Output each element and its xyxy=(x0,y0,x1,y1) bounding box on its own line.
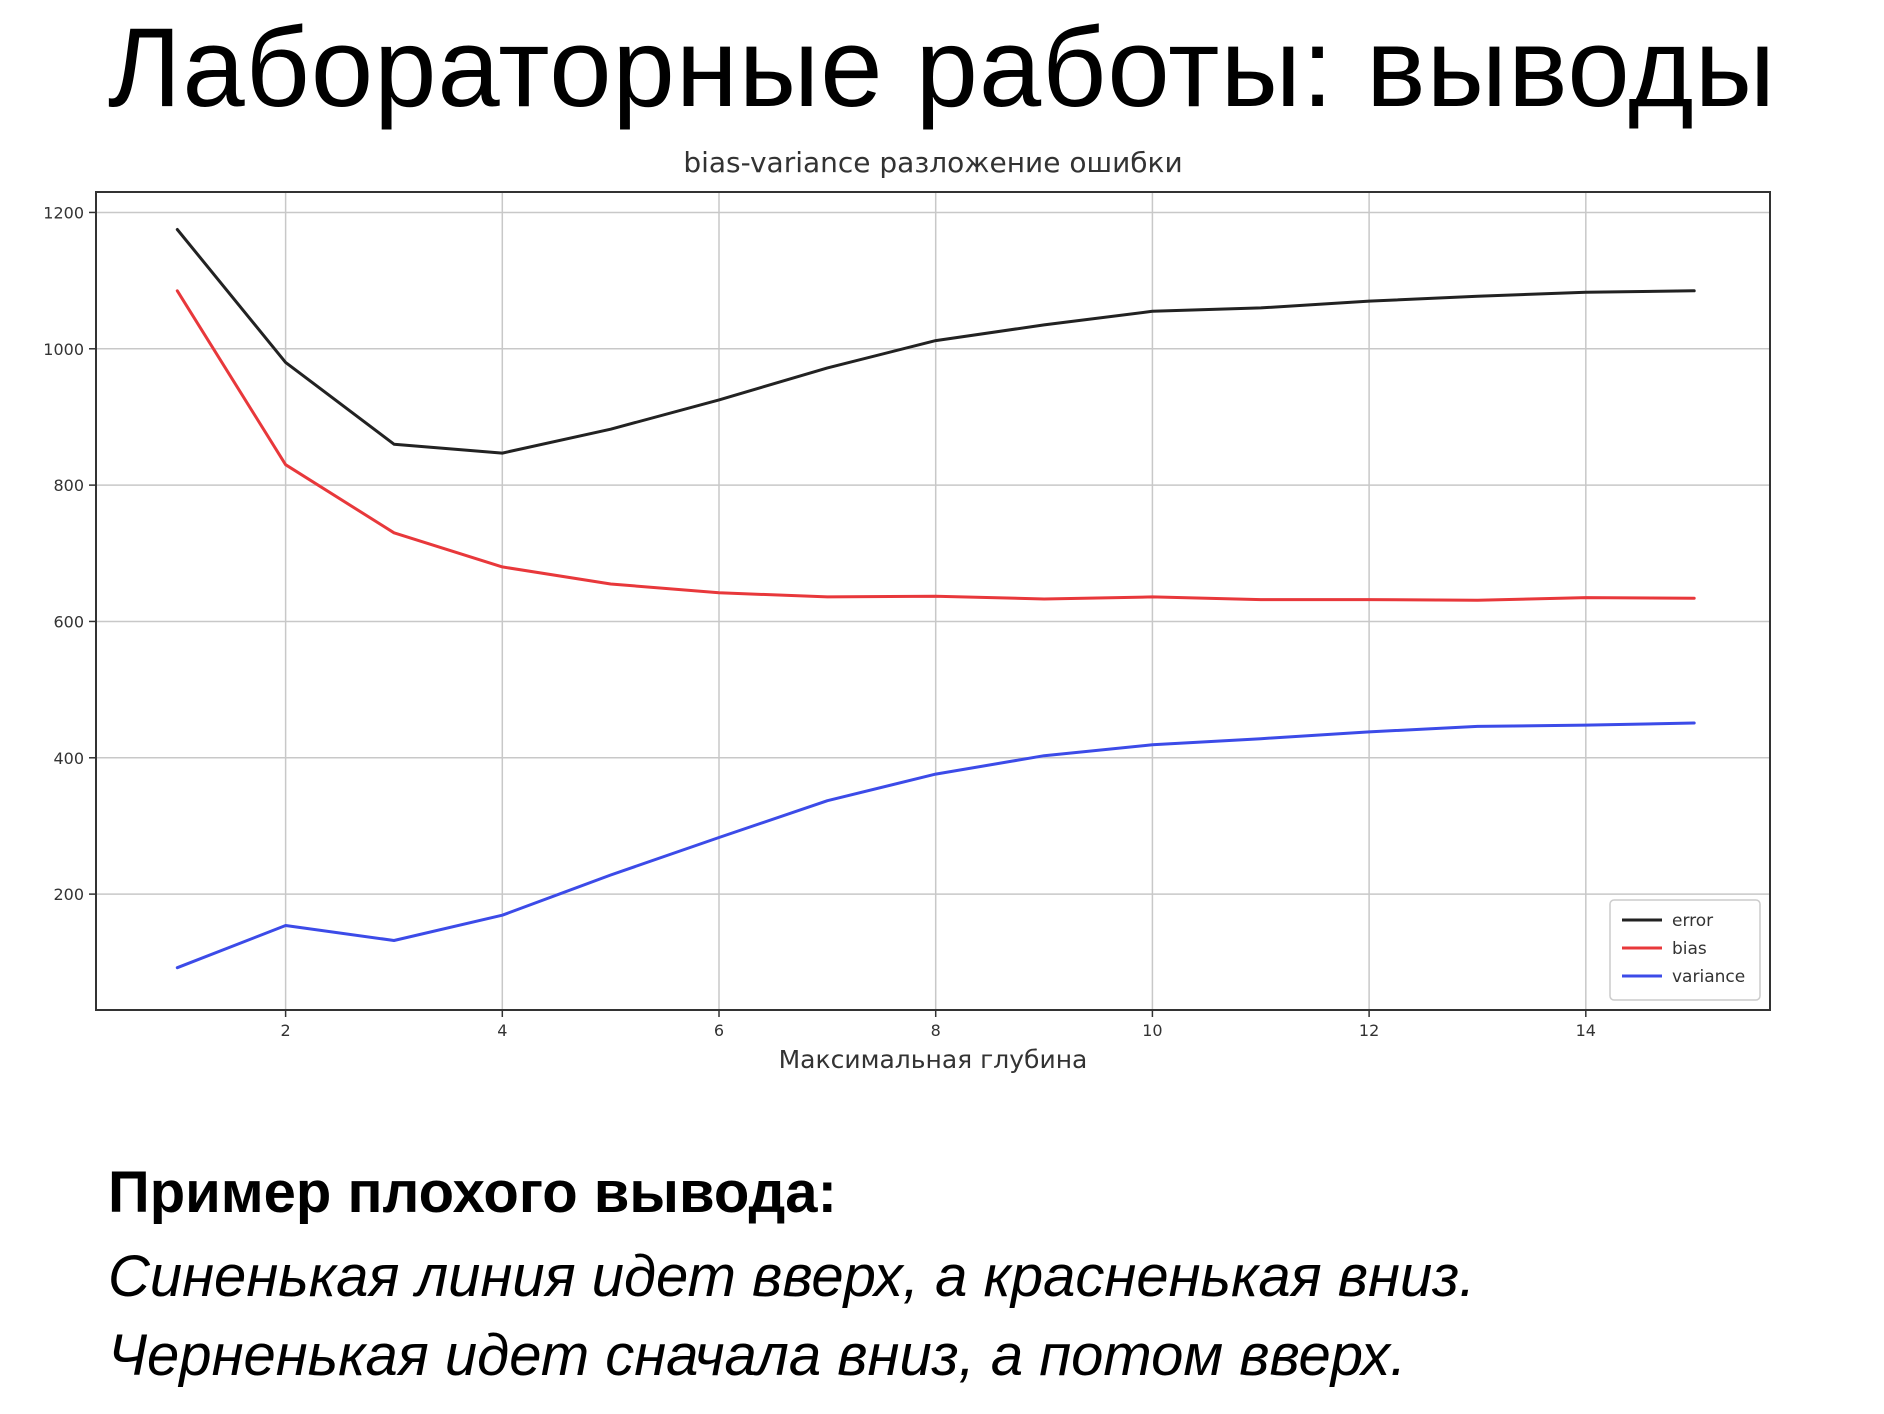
x-tick-label: 8 xyxy=(931,1021,941,1040)
conclusion-line-2: Черненькая идет сначала вниз, а потом вв… xyxy=(108,1323,1407,1389)
legend-label-variance: variance xyxy=(1672,967,1745,987)
conclusion-block: Пример плохого вывода: Синенькая линия и… xyxy=(108,1158,1828,1401)
bias-variance-chart: bias-variance разложение ошибки 2 4 6 8 10 12… xyxy=(0,140,1884,1080)
chart-title: bias-variance разложение ошибки xyxy=(683,146,1182,179)
y-tick-label: 400 xyxy=(53,749,84,768)
tick-labels: 2 4 6 8 10 12 14 200 400 600 800 1000 1200 xyxy=(43,203,1596,1040)
legend: error bias variance xyxy=(1609,899,1761,1001)
conclusion-heading: Пример плохого вывода: xyxy=(108,1160,837,1225)
x-tick-label: 2 xyxy=(281,1021,291,1040)
y-tick-label: 1000 xyxy=(43,340,84,359)
x-tick-label: 12 xyxy=(1359,1021,1379,1040)
series-line-bias xyxy=(175,289,1696,602)
series-line-error xyxy=(175,228,1696,455)
x-tick-label: 6 xyxy=(714,1021,724,1040)
y-tick-label: 1200 xyxy=(43,203,84,222)
plot-frame xyxy=(95,191,1771,1011)
legend-label-bias: bias xyxy=(1672,939,1707,959)
x-tick-label: 10 xyxy=(1142,1021,1162,1040)
slide-title: Лабораторные работы: выводы xyxy=(107,5,1777,130)
grid xyxy=(96,192,1770,1010)
y-tick-label: 800 xyxy=(53,476,84,495)
x-tick-label: 4 xyxy=(497,1021,507,1040)
series-line-variance xyxy=(175,721,1696,970)
y-tick-label: 200 xyxy=(53,885,84,904)
y-tick-label: 600 xyxy=(53,612,84,631)
x-axis-label: Максимальная глубина xyxy=(779,1045,1088,1074)
series-lines xyxy=(175,228,1696,970)
x-tick-label: 14 xyxy=(1576,1021,1596,1040)
legend-label-error: error xyxy=(1672,911,1713,931)
chart-svg: bias-variance разложение ошибки 2 4 6 8 10 12… xyxy=(43,146,1771,1074)
conclusion-line-1: Синенькая линия идет вверх, а красненька… xyxy=(108,1243,1476,1309)
